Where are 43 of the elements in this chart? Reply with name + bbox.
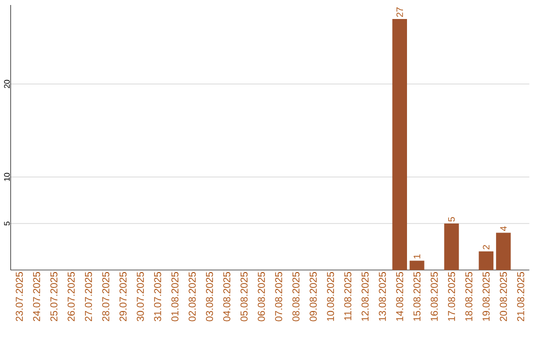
x-tick-label: 17.08.2025 <box>448 272 456 321</box>
x-tick-label: 29.07.2025 <box>120 272 127 322</box>
x-tick-label: 14.08.2025 <box>396 272 404 321</box>
x-tick-label: 30.07.2025 <box>136 272 144 322</box>
data-label: 1 <box>414 254 420 258</box>
data-label: 4 <box>500 226 507 231</box>
x-tick-label: 02.08.2025 <box>188 272 196 322</box>
data-label: 5 <box>448 217 455 222</box>
bar <box>444 224 459 270</box>
bar <box>478 251 494 270</box>
x-tick-label: 27.07.2025 <box>84 272 92 322</box>
y-tick-label: 20 <box>4 80 10 88</box>
x-tick-label: 01.08.2025 <box>171 272 178 322</box>
x-tick-label: 18.08.2025 <box>465 272 472 321</box>
x-tick-label: 20.08.2025 <box>500 272 507 322</box>
x-tick-label: 15.08.2025 <box>413 272 420 321</box>
x-tick-label: 21.08.2025 <box>517 272 524 322</box>
bar <box>392 18 407 270</box>
y-tick-label: 5 <box>4 222 10 226</box>
x-tick-label: 24.07.2025 <box>33 272 40 322</box>
x-tick-label: 06.08.2025 <box>258 272 265 322</box>
x-tick-label: 04.08.2025 <box>223 272 230 322</box>
y-tick-label: 10 <box>4 172 10 181</box>
x-tick-label: 19.08.2025 <box>482 272 490 321</box>
x-tick-label: 12.08.2025 <box>362 272 369 321</box>
x-tick-label: 09.08.2025 <box>310 272 317 322</box>
x-tick-label: 23.07.2025 <box>16 272 23 322</box>
x-tick-label: 11.08.2025 <box>344 272 352 320</box>
x-tick-label: 31.07.2025 <box>154 272 162 322</box>
data-label: 2 <box>482 245 490 250</box>
bar <box>410 260 424 270</box>
x-tick-label: 03.08.2025 <box>206 272 214 322</box>
x-tick-label: 07.08.2025 <box>275 272 282 322</box>
bar <box>496 232 511 270</box>
data-label: 27 <box>396 7 403 17</box>
x-tick-label: 16.08.2025 <box>430 272 438 321</box>
x-tick-label: 25.07.2025 <box>50 272 58 322</box>
x-tick-label: 10.08.2025 <box>326 272 334 321</box>
x-tick-label: 05.08.2025 <box>240 272 248 322</box>
x-tick-label: 08.08.2025 <box>292 272 300 322</box>
x-tick-label: 13.08.2025 <box>378 272 386 321</box>
x-tick-label: 28.07.2025 <box>102 272 110 322</box>
x-tick-label: 26.07.2025 <box>68 272 75 322</box>
